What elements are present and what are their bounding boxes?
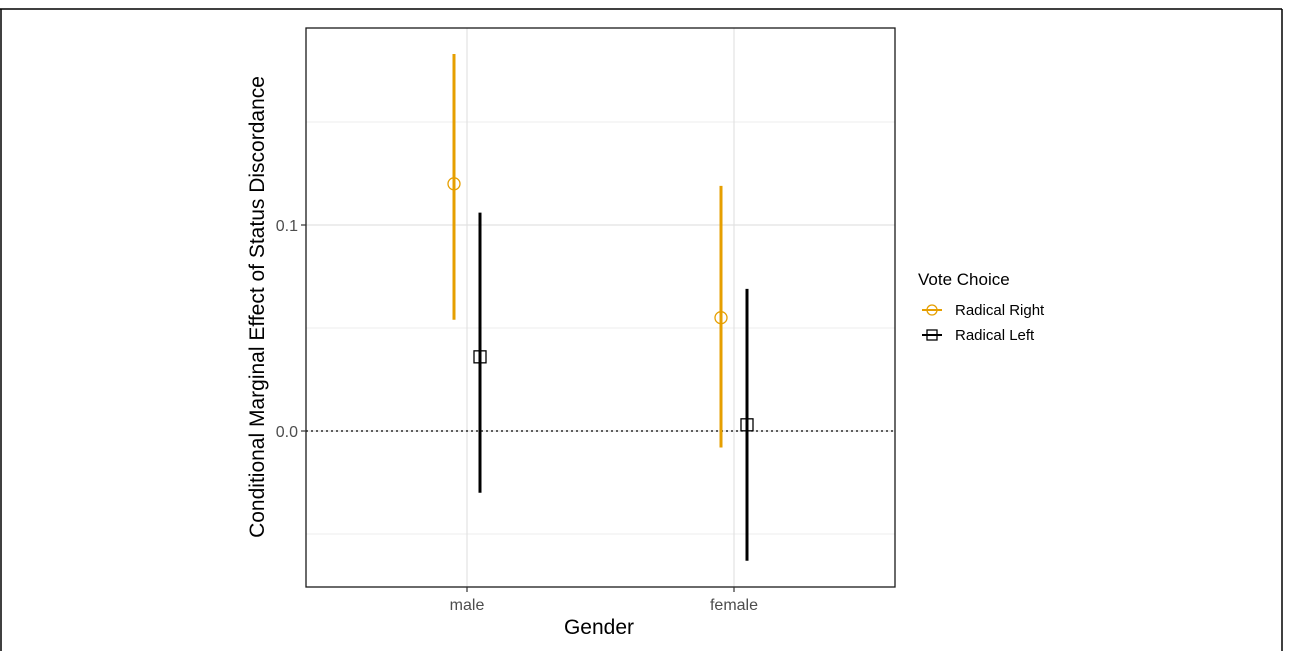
x-axis-title: Gender xyxy=(564,616,634,639)
legend-key-square xyxy=(926,329,938,341)
legend: Vote Choice Radical Right Radical Left xyxy=(918,270,1045,344)
plot-panel-background xyxy=(306,28,895,587)
plot-panel-border xyxy=(305,27,896,588)
point-estimate-square xyxy=(740,418,754,432)
x-tick-label: male xyxy=(450,597,485,614)
y-tick-label: 0.0 xyxy=(276,424,298,441)
legend-label: Radical Right xyxy=(955,302,1045,319)
x-tick-label: female xyxy=(710,597,758,614)
legend-title: Vote Choice xyxy=(918,270,1010,289)
point-estimate-circle xyxy=(714,311,728,325)
legend-label: Radical Left xyxy=(955,327,1035,344)
plot-area: 0.0 0.1 male female xyxy=(276,27,896,614)
y-tick-label: 0.1 xyxy=(276,218,298,235)
legend-key-circle xyxy=(926,304,938,316)
point-estimate-circle xyxy=(447,177,461,191)
y-axis-title: Conditional Marginal Effect of Status Di… xyxy=(246,76,269,538)
point-estimate-square xyxy=(473,350,487,364)
